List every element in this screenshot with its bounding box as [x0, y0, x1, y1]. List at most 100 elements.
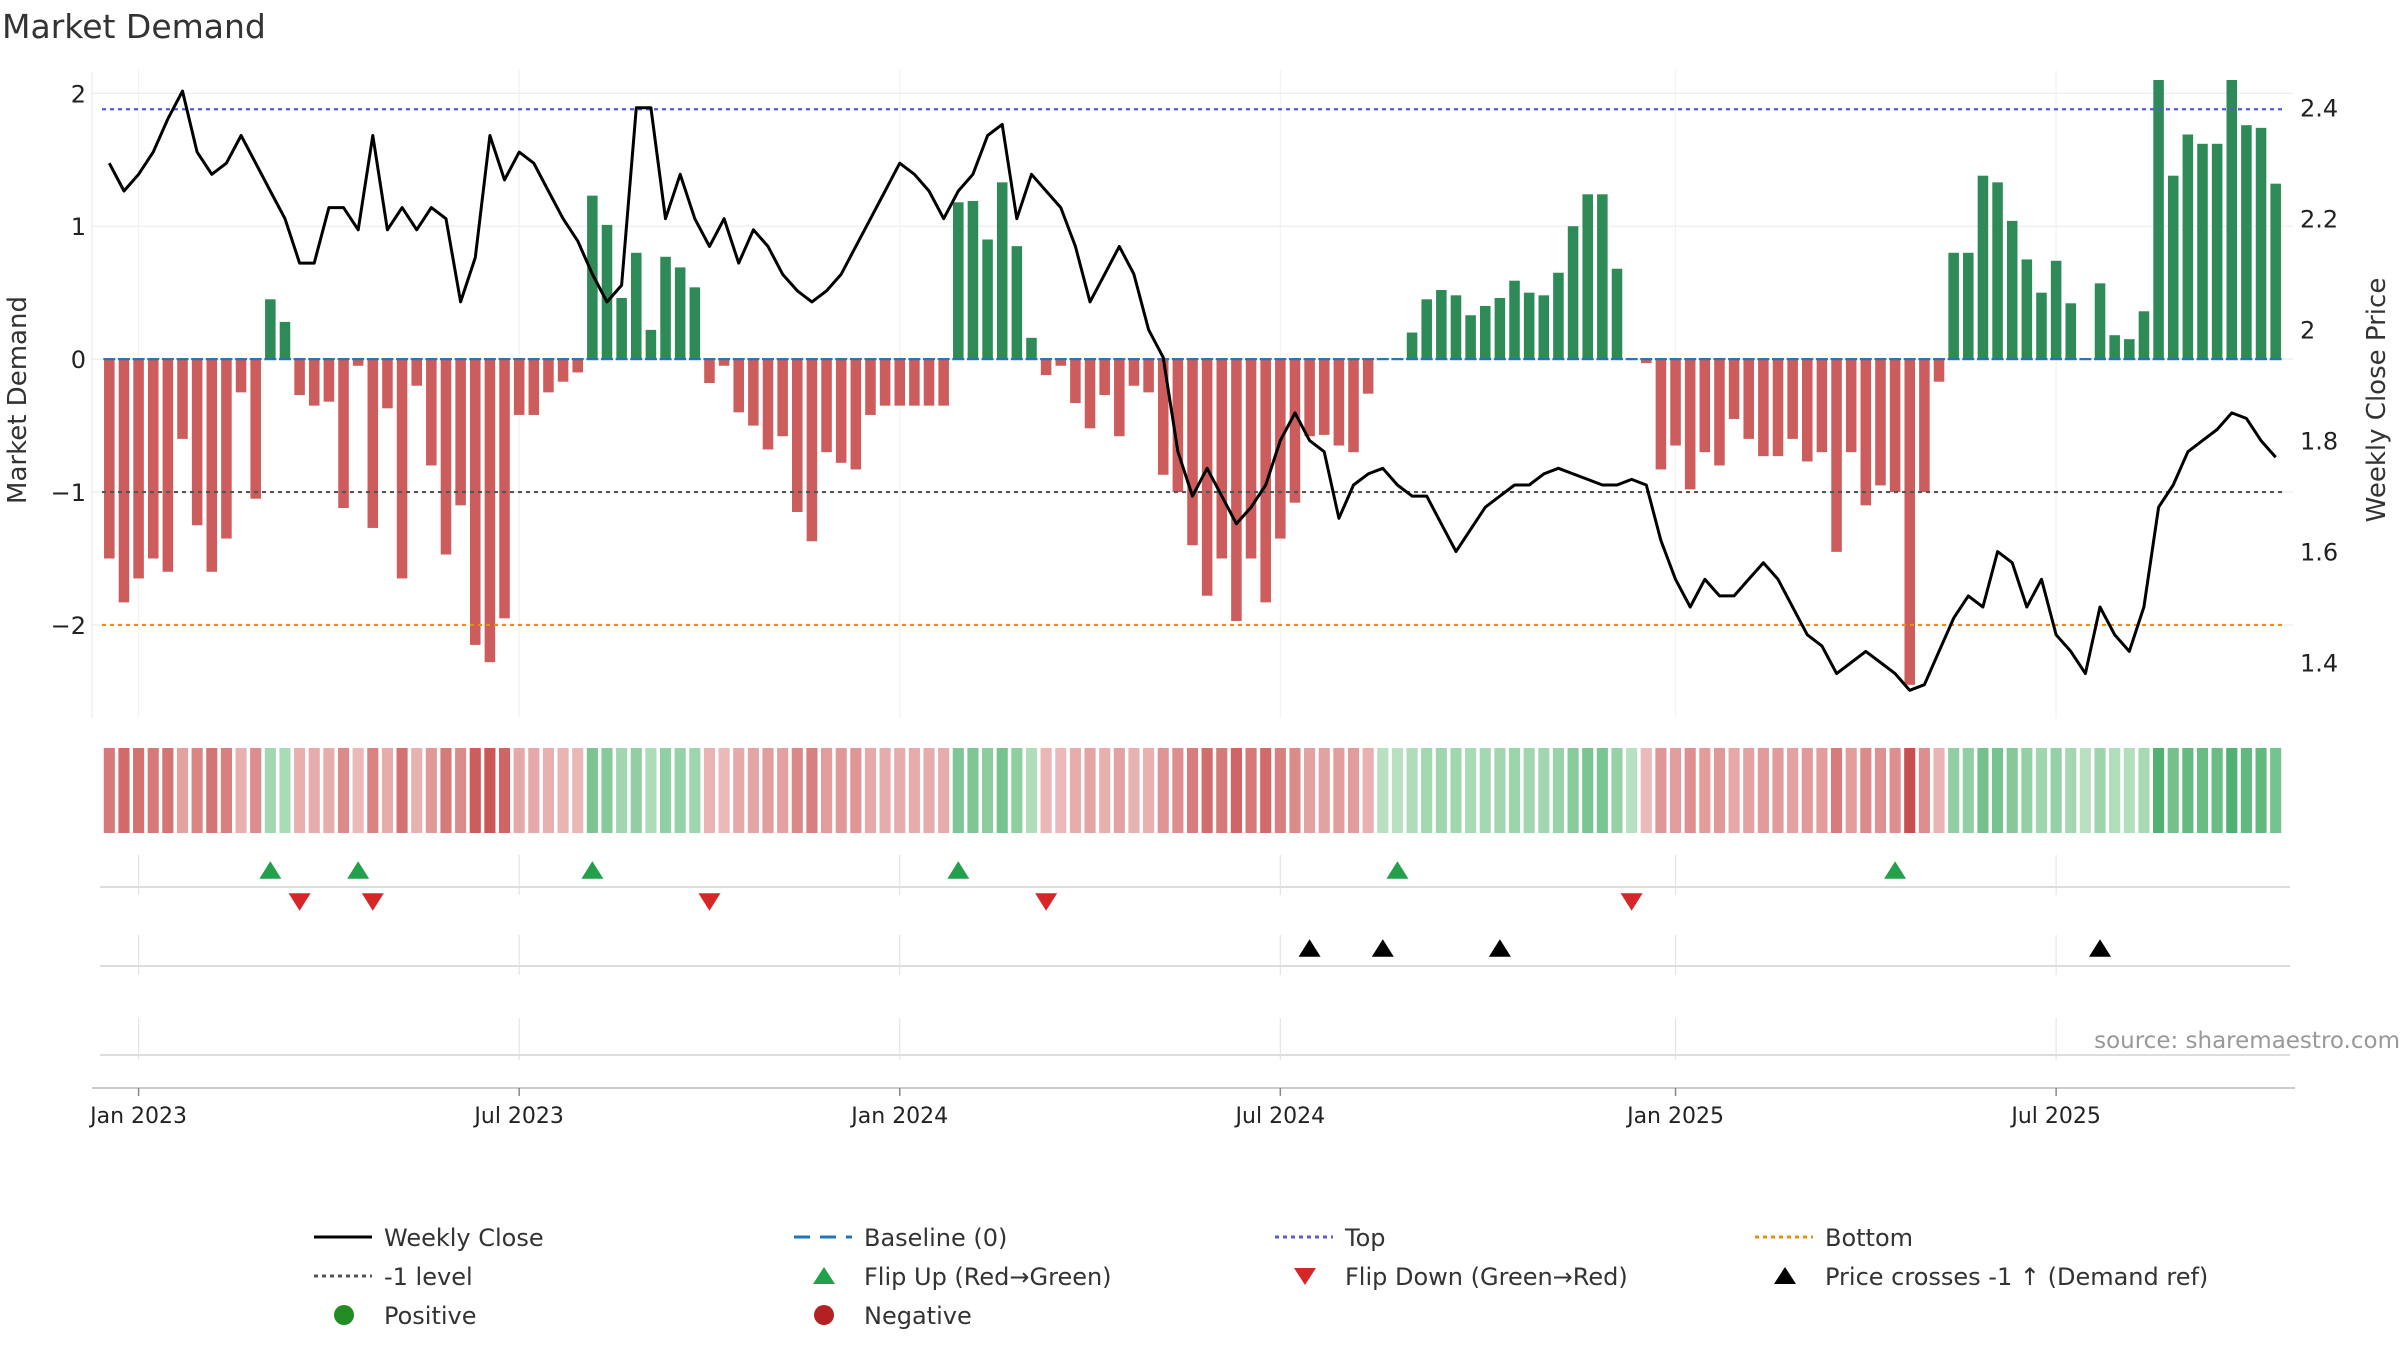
flip-up-marker	[259, 861, 282, 879]
y-left-tick-label: 0	[71, 346, 86, 374]
demand-bar-positive	[279, 321, 291, 360]
legend-swatch	[1774, 1267, 1796, 1284]
demand-bar-positive	[2050, 260, 2062, 360]
heat-cell	[1655, 748, 1667, 833]
heat-cell	[1201, 748, 1213, 833]
y-left-axis-label: Market Demand	[3, 296, 33, 504]
legend: Weekly Close Baseline (0) Top Bottom -1 leve…	[314, 1224, 2208, 1330]
heat-cell	[1362, 748, 1374, 833]
demand-bar-positive	[2167, 175, 2179, 360]
demand-bar-negative	[1875, 359, 1886, 486]
heat-cell	[1567, 748, 1579, 833]
demand-bar-negative	[543, 359, 554, 393]
demand-bar-positive	[2241, 125, 2252, 360]
demand-bar-negative	[1201, 359, 1213, 596]
demand-bar-negative	[162, 359, 174, 572]
heat-cell	[1143, 748, 1155, 833]
x-tick-label: Jul 2023	[472, 1104, 564, 1129]
demand-bar-negative	[894, 359, 906, 406]
heat-cell	[542, 748, 555, 833]
demand-bar-negative	[323, 359, 335, 402]
heat-cell	[1816, 748, 1828, 833]
heat-cell	[1626, 748, 1638, 833]
heat-cell	[1040, 748, 1052, 833]
y-left-tick-label: 1	[71, 213, 86, 241]
heat-cell	[1538, 748, 1550, 833]
heat-cell	[206, 748, 218, 833]
demand-bar-negative	[733, 359, 745, 413]
heat-cell	[762, 748, 774, 833]
demand-bar-negative	[104, 359, 115, 559]
demand-bar-negative	[1304, 359, 1315, 437]
demand-bar-negative	[879, 359, 891, 406]
demand-bar-positive	[953, 202, 964, 360]
demand-bar-positive	[1567, 226, 1579, 360]
flip-down-marker	[1035, 893, 1058, 911]
x-tick-label: Jan 2023	[88, 1104, 187, 1129]
flip-up-marker	[947, 861, 970, 879]
heat-cell	[835, 748, 847, 833]
demand-bar-negative	[1275, 359, 1286, 539]
demand-bar-negative	[1289, 359, 1301, 503]
demand-bar-negative	[1758, 359, 1769, 457]
heat-cell	[1713, 748, 1726, 833]
demand-bar-negative	[1684, 359, 1696, 490]
heat-cell	[1230, 748, 1242, 833]
heat-cell	[264, 748, 276, 833]
heat-cell	[1860, 748, 1872, 833]
demand-bar-positive	[1611, 268, 1623, 360]
demand-bar-positive	[1421, 299, 1432, 360]
heat-cell	[586, 748, 598, 833]
demand-bar-negative	[572, 359, 583, 373]
demand-bar-positive	[2036, 292, 2047, 360]
demand-bar-negative	[792, 359, 803, 512]
demand-bar-positive	[2197, 143, 2208, 360]
heat-cell	[2123, 748, 2135, 833]
demand-bar-positive	[967, 200, 979, 360]
heat-cell	[1465, 748, 1477, 833]
demand-bar-positive	[1450, 295, 1462, 360]
heat-cell	[2167, 748, 2179, 833]
heat-cell	[1948, 748, 1960, 833]
demand-bar-negative	[469, 359, 481, 645]
demand-bar-negative	[865, 359, 876, 415]
demand-bar-negative	[1231, 359, 1242, 621]
legend-label: Flip Down (Green→Red)	[1345, 1263, 1628, 1291]
demand-bar-negative	[1919, 359, 1930, 493]
x-axis: Jan 2023 Jul 2023 Jan 2024 Jul 2024 Jan 2025…	[88, 1087, 2295, 1129]
demand-bar-negative	[1114, 359, 1125, 437]
heat-cell	[820, 748, 833, 833]
flip-up-marker	[1884, 861, 1907, 879]
heat-cell	[689, 748, 701, 833]
heat-cell	[1479, 748, 1491, 833]
heat-cell	[923, 748, 935, 833]
heat-cell	[1377, 748, 1389, 833]
demand-bar-negative	[1802, 359, 1813, 462]
price-layer	[107, 89, 2277, 692]
heat-cell	[1684, 748, 1696, 833]
heat-cell	[103, 748, 115, 833]
flip-down-marker	[361, 893, 384, 911]
demand-bar-negative	[909, 359, 920, 406]
heat-cell	[616, 748, 628, 833]
legend-label: Price crosses -1 ↑ (Demand ref)	[1825, 1263, 2208, 1291]
heat-cell	[1245, 748, 1257, 833]
demand-bar-positive	[2211, 143, 2223, 360]
heat-cell	[2050, 748, 2062, 833]
heat-cell	[1216, 748, 1228, 833]
demand-bar-negative	[396, 359, 408, 579]
heat-cell	[967, 748, 979, 833]
demand-bar-negative	[133, 359, 144, 579]
heat-cell	[396, 748, 408, 833]
demand-bar-negative	[704, 359, 715, 384]
demand-bar-negative	[850, 359, 862, 470]
legend-label: Negative	[864, 1302, 972, 1330]
demand-bar-negative	[177, 359, 188, 439]
demand-bar-positive	[1538, 295, 1550, 360]
y-right-tick-label: 2.4	[2300, 95, 2338, 123]
demand-bar-positive	[2226, 80, 2238, 360]
heat-cell	[440, 748, 452, 833]
demand-bar-positive	[616, 297, 627, 360]
demand-bar-negative	[1157, 359, 1169, 475]
heat-cell	[2255, 748, 2267, 833]
